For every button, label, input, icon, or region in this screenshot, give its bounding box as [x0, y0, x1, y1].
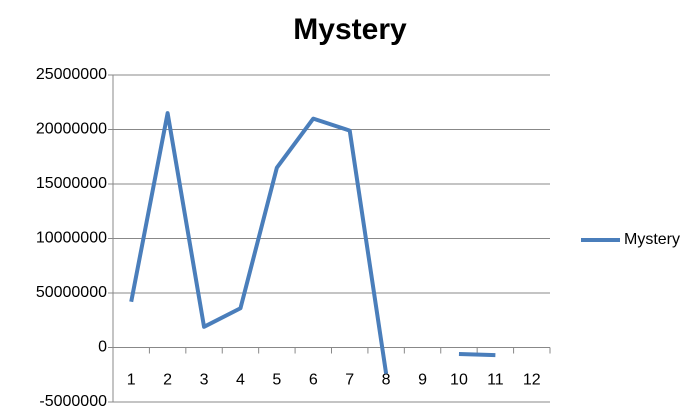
y-tick-label: 0: [98, 339, 107, 356]
x-tick-label: 10: [450, 372, 468, 389]
y-tick-label: 15000000: [36, 175, 107, 192]
x-tick-label: 6: [309, 372, 318, 389]
series-line: [129, 111, 389, 374]
x-tick-label: 4: [236, 372, 245, 389]
x-tick-label: 11: [487, 372, 504, 389]
x-tick-label: 8: [382, 372, 391, 389]
y-tick-label: 20000000: [36, 121, 107, 138]
x-tick-label: 5: [272, 372, 281, 389]
x-tick-label: 3: [200, 372, 209, 389]
y-tick-label: 10000000: [36, 230, 107, 247]
y-tick-label: -5000000: [39, 393, 107, 410]
series-line: [458, 352, 496, 358]
x-tick-label: 12: [523, 372, 541, 389]
x-tick-label: 2: [163, 372, 172, 389]
chart-title: Mystery: [293, 13, 407, 46]
x-tick-label: 1: [127, 372, 136, 389]
y-tick-label: 25000000: [36, 66, 107, 83]
y-tick-label: 50000000: [36, 284, 107, 301]
x-tick-label: 9: [418, 372, 427, 389]
legend-label: Mystery: [624, 231, 680, 248]
x-tick-label: 7: [345, 372, 354, 389]
